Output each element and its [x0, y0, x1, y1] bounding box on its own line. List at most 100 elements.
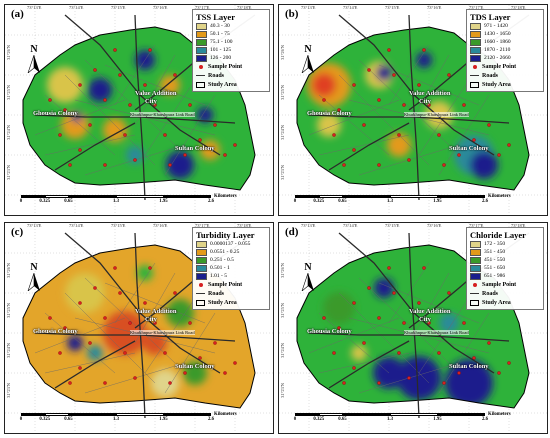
- sample-point: [352, 366, 356, 370]
- latitude-label: 31°23'N: [280, 383, 285, 398]
- legend-sample-point: Sample Point: [470, 280, 540, 289]
- sample-point: [507, 361, 511, 365]
- scale-tick-label: 0: [293, 417, 297, 422]
- scale-tick-label: 1.3: [113, 199, 119, 204]
- longitude-label: 73°18'E: [511, 5, 526, 10]
- sample-point: [397, 351, 401, 355]
- legend-sample-point: Sample Point: [196, 280, 266, 289]
- sample-point: [437, 351, 441, 355]
- main-road: [34, 114, 236, 124]
- sample-point: [487, 123, 491, 127]
- sample-point: [377, 163, 381, 167]
- sample-point: [168, 381, 172, 385]
- place-label-sultan-colony: Sultan Colony: [175, 145, 215, 152]
- sample-point: [48, 98, 52, 102]
- legend-class: 75.1 - 100: [196, 38, 266, 46]
- place-label-city: City: [145, 316, 157, 323]
- sample-point: [422, 48, 426, 52]
- minor-road: [44, 312, 116, 374]
- scale-tick-label: 1.95: [159, 417, 168, 422]
- legend-study-area: Study Area: [470, 298, 540, 307]
- sample-point-icon: [198, 64, 203, 69]
- sample-point: [153, 103, 157, 107]
- place-label-city: City: [145, 98, 157, 105]
- legend-range-label: 172 - 350: [484, 241, 506, 247]
- minor-road: [144, 297, 196, 374]
- main-road: [64, 232, 221, 374]
- place-label-value-addition: Value Addition: [135, 90, 177, 97]
- minor-road: [44, 94, 116, 156]
- minor-road: [308, 317, 400, 354]
- scale-segment: [342, 195, 390, 198]
- legend-swatch: [470, 272, 481, 280]
- study-area-boundary: [296, 244, 530, 409]
- sample-point: [417, 301, 421, 305]
- minor-road: [84, 277, 176, 364]
- legend-class: 172 - 350: [470, 240, 540, 248]
- north-arrow-icon: [301, 272, 314, 292]
- minor-road: [64, 74, 156, 166]
- legend-study-area: Study Area: [196, 298, 266, 307]
- scale-segment: [295, 413, 319, 416]
- value-zone: [103, 311, 147, 355]
- main-road: [134, 14, 146, 201]
- latitude-label: 31°23'N: [6, 165, 11, 180]
- main-road: [308, 332, 510, 342]
- legend-roads: Roads: [470, 289, 540, 298]
- sample-point: [103, 163, 107, 167]
- road-line-icon: [470, 293, 479, 294]
- sample-point: [337, 326, 341, 330]
- map-legend: TSS Layer 40.3 - 30 50.1 - 75 75.1 - 100 101…: [192, 9, 270, 92]
- sample-point: [402, 321, 406, 325]
- legend-swatch: [196, 272, 207, 280]
- sample-point: [497, 371, 501, 375]
- legend-range-label: 0.0551 - 0.25: [210, 249, 240, 255]
- legend-roads: Roads: [470, 71, 540, 80]
- minor-road: [44, 134, 136, 156]
- longitude-label: 73°16'E: [427, 5, 442, 10]
- sample-point: [497, 153, 501, 157]
- place-label-city: City: [419, 316, 431, 323]
- latitude-label: 31°24'N: [6, 125, 11, 140]
- latitude-label: 31°23'N: [280, 165, 285, 180]
- sample-point: [422, 266, 426, 270]
- sample-point: [78, 83, 82, 87]
- minor-road: [144, 79, 196, 156]
- sample-point: [392, 73, 396, 77]
- sample-point: [213, 341, 217, 345]
- scale-segment: [116, 413, 164, 416]
- scale-tick-label: 2.6: [208, 417, 214, 422]
- legend-range-label: 0.251 - 0.5: [210, 257, 234, 263]
- longitude-label: 73°14'E: [343, 5, 358, 10]
- scale-tick-label: 0: [19, 417, 23, 422]
- study-area-boundary: [22, 244, 256, 409]
- legend-swatch: [196, 54, 207, 62]
- place-label-ghousia-colony: Ghousia Colony: [307, 328, 352, 335]
- sample-point: [332, 351, 336, 355]
- sample-point: [442, 381, 446, 385]
- sample-point-icon: [198, 282, 203, 287]
- scale-tick-label: 0.325: [313, 417, 325, 422]
- sample-point: [113, 48, 117, 52]
- legend-class: 651 - 986: [470, 272, 540, 280]
- legend-swatch: [470, 38, 481, 46]
- sample-point: [462, 103, 466, 107]
- longitude-label: 73°14'E: [69, 223, 84, 228]
- scale-tick-label: 0.325: [313, 199, 325, 204]
- sample-point: [183, 371, 187, 375]
- scale-tick-label: 1.3: [113, 417, 119, 422]
- main-road: [338, 232, 495, 374]
- legend-swatch: [196, 240, 207, 248]
- place-label-sultan-colony: Sultan Colony: [449, 145, 489, 152]
- sample-point: [213, 123, 217, 127]
- legend-study-area: Study Area: [470, 80, 540, 89]
- legend-swatch: [196, 22, 207, 30]
- minor-road: [438, 312, 490, 394]
- sample-point: [407, 158, 411, 162]
- study-area-icon: [470, 299, 479, 306]
- longitude-label: 73°17'E: [195, 223, 210, 228]
- sample-point: [322, 316, 326, 320]
- value-zone: [470, 151, 498, 179]
- sample-point: [377, 316, 381, 320]
- legend-title: TSS Layer: [196, 12, 235, 22]
